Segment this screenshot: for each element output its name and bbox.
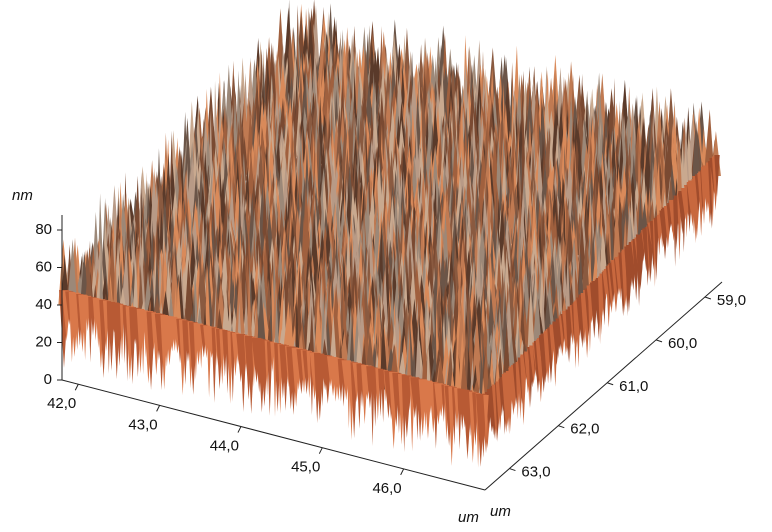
y-tick [705, 297, 711, 299]
x-axis-label: um [458, 509, 479, 526]
z-tick-label: 20 [35, 333, 52, 350]
y-tick-label: 60,0 [668, 335, 697, 352]
x-tick [75, 384, 78, 390]
z-tick-label: 60 [35, 258, 52, 275]
x-tick-label: 45,0 [291, 459, 320, 476]
x-tick [238, 427, 241, 433]
y-tick [607, 383, 613, 385]
y-tick [509, 469, 515, 471]
y-tick [558, 426, 564, 428]
x-tick [319, 448, 322, 454]
y-tick-label: 61,0 [619, 378, 648, 395]
z-tick-label: 80 [35, 221, 52, 238]
x-tick-label: 42,0 [47, 395, 76, 412]
x-tick-label: 43,0 [128, 416, 157, 433]
x-tick [401, 469, 404, 475]
z-tick-label: 40 [35, 296, 52, 313]
z-axis-label: nm [12, 187, 33, 204]
x-tick-label: 44,0 [210, 438, 239, 455]
y-tick-label: 59,0 [717, 292, 746, 309]
y-tick [656, 340, 662, 342]
y-axis-label: um [490, 503, 511, 520]
x-tick [157, 405, 160, 411]
surface [58, 0, 721, 468]
z-tick-label: 0 [44, 371, 52, 388]
x-tick-label: 46,0 [372, 480, 401, 497]
y-tick-label: 62,0 [570, 421, 599, 438]
y-tick-label: 63,0 [521, 464, 550, 481]
